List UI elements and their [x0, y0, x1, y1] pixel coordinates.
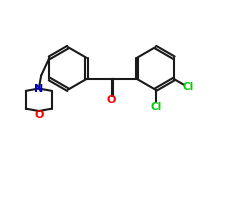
Text: N: N: [34, 84, 43, 94]
Text: Cl: Cl: [150, 102, 161, 112]
Text: O: O: [107, 95, 116, 105]
Text: O: O: [34, 110, 43, 120]
Text: Cl: Cl: [182, 82, 193, 92]
